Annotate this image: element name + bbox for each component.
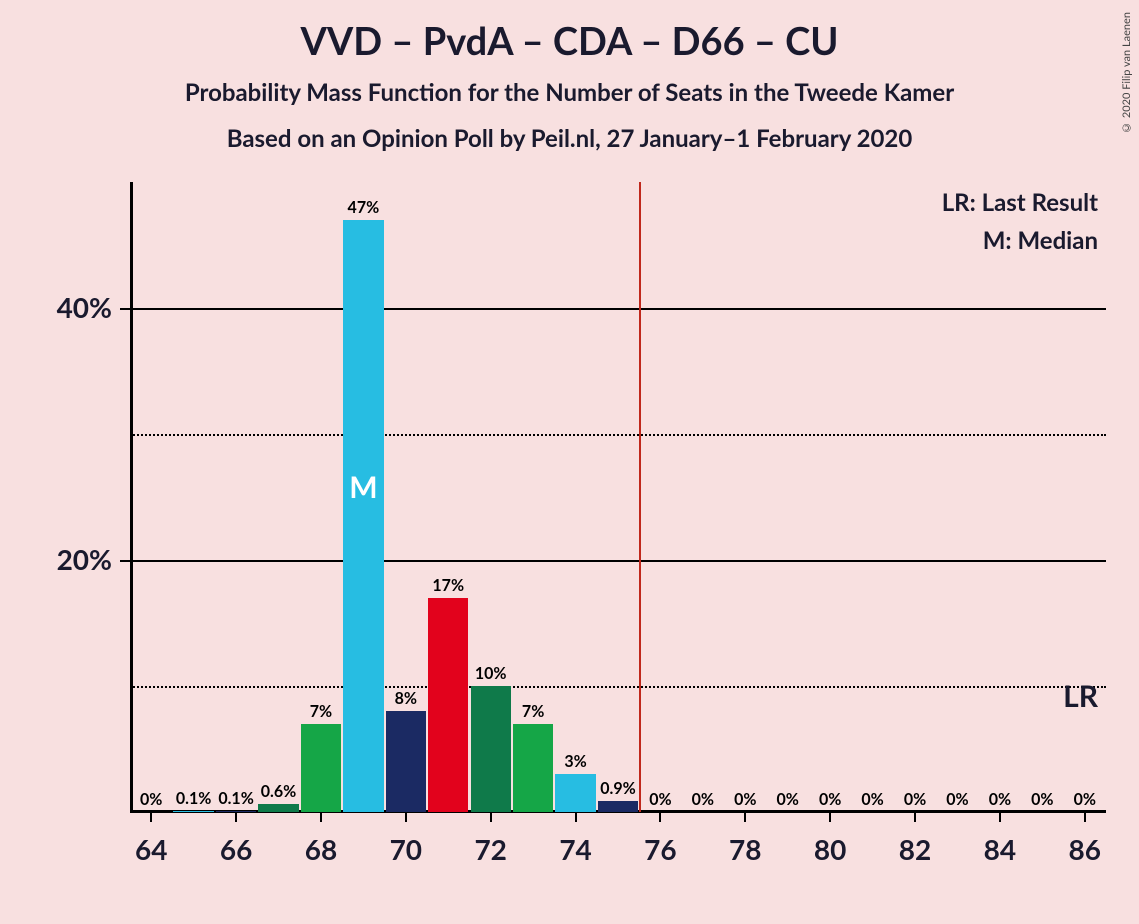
bar [428, 598, 468, 812]
bar-label: 10% [461, 664, 521, 683]
bar-label: 17% [418, 576, 478, 595]
xtick-label: 70 [376, 832, 436, 866]
bar [301, 724, 341, 812]
xtick-label: 74 [546, 832, 606, 866]
copyright-text: © 2020 Filip van Laenen [1120, 12, 1133, 134]
median-marker: M [343, 469, 383, 505]
gridline-major [130, 308, 1106, 310]
y-axis [130, 182, 133, 812]
legend-median: M: Median [983, 226, 1098, 255]
xtick-label: 66 [206, 832, 266, 866]
xtick-label: 86 [1055, 832, 1115, 866]
bar-label: 0.6% [249, 782, 309, 801]
bar [258, 804, 298, 812]
gridline-major [130, 560, 1106, 562]
xtick [490, 812, 492, 822]
xtick-label: 84 [970, 832, 1030, 866]
bar [173, 811, 213, 812]
xtick [235, 812, 237, 822]
xtick [999, 812, 1001, 822]
lr-marker: LR [1063, 678, 1098, 714]
xtick [405, 812, 407, 822]
bar-label: 7% [291, 702, 351, 721]
ytick [120, 308, 130, 310]
ytick-label: 40% [22, 290, 112, 324]
bar-label: 7% [503, 702, 563, 721]
bar-label: 47% [333, 198, 393, 217]
lr-line [639, 182, 641, 812]
xtick [914, 812, 916, 822]
xtick [1084, 812, 1086, 822]
chart-container: VVD – PvdA – CDA – D66 – CU Probability … [0, 0, 1139, 924]
xtick [744, 812, 746, 822]
gridline-minor [130, 686, 1106, 688]
bar-label: 0% [1055, 790, 1115, 809]
xtick-label: 76 [630, 832, 690, 866]
xtick [150, 812, 152, 822]
bar-label: 8% [376, 689, 436, 708]
xtick-label: 72 [461, 832, 521, 866]
xtick [575, 812, 577, 822]
chart-subtitle-2: Based on an Opinion Poll by Peil.nl, 27 … [0, 124, 1139, 153]
bar [216, 811, 256, 812]
bar-label: 3% [546, 752, 606, 771]
xtick-label: 82 [885, 832, 945, 866]
gridline-minor [130, 434, 1106, 436]
xtick [320, 812, 322, 822]
xtick-label: 78 [715, 832, 775, 866]
xtick [659, 812, 661, 822]
ytick-label: 20% [22, 542, 112, 576]
xtick [829, 812, 831, 822]
plot-area: 20%40%6466687072747678808284860%0.1%0.1%… [130, 182, 1106, 812]
xtick-label: 68 [291, 832, 351, 866]
bar [343, 220, 383, 812]
chart-subtitle-1: Probability Mass Function for the Number… [0, 78, 1139, 107]
xtick-label: 80 [800, 832, 860, 866]
bar [386, 711, 426, 812]
legend-lr: LR: Last Result [942, 188, 1098, 217]
xtick-label: 64 [121, 832, 181, 866]
ytick [120, 560, 130, 562]
chart-title: VVD – PvdA – CDA – D66 – CU [0, 18, 1139, 64]
